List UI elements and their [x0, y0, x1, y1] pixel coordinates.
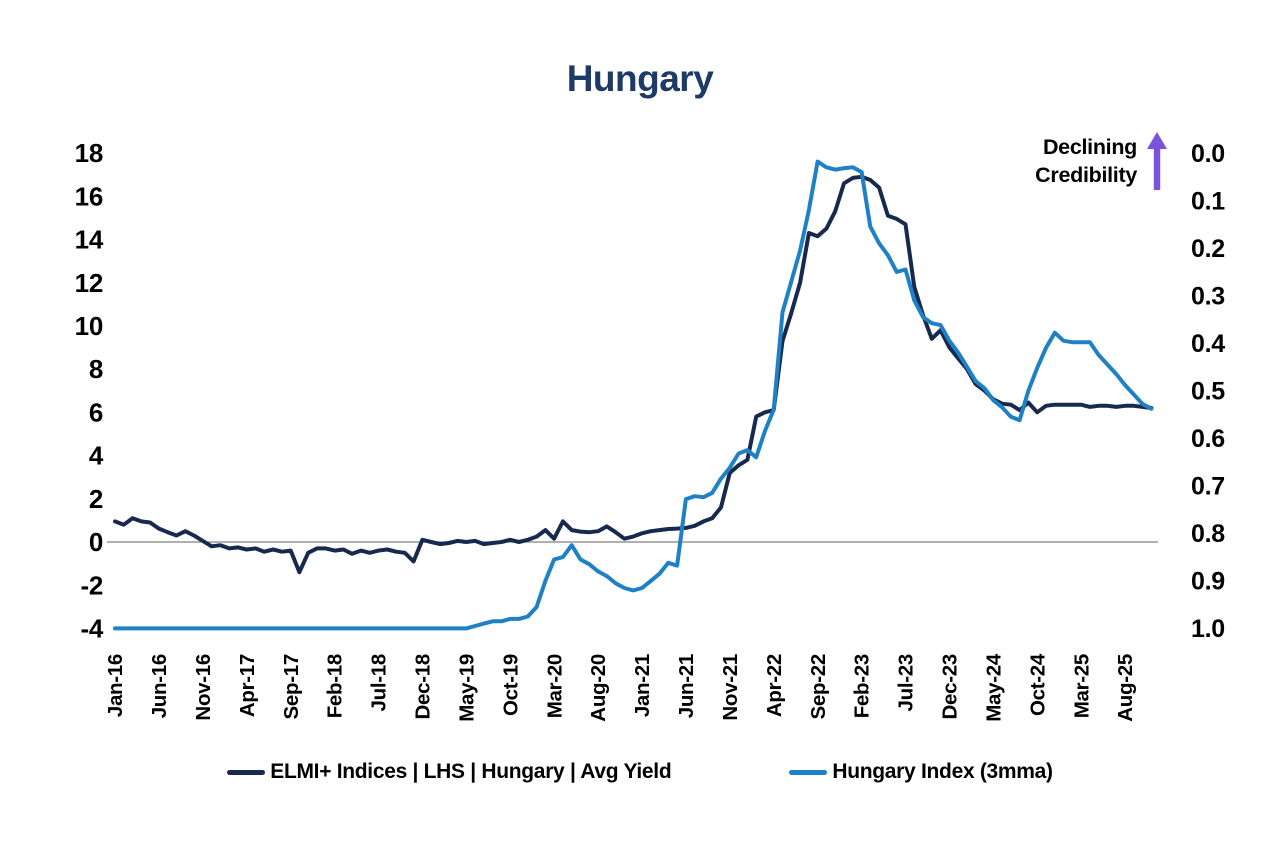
y-axis-tick-left: 10 — [75, 311, 103, 341]
x-axis-tick: Dec-23 — [939, 654, 962, 719]
y-axis-tick-left: 16 — [75, 181, 103, 211]
y-axis-tick-left: -2 — [80, 570, 103, 600]
y-axis-tick-right: 0.4 — [1191, 330, 1225, 358]
chart-legend: ELMI+ Indices | LHS | Hungary | Avg Yiel… — [0, 760, 1280, 784]
y-axis-tick-left: 8 — [89, 354, 103, 384]
series-line-hungary-index — [113, 159, 1154, 631]
x-axis-tick: Aug-20 — [587, 654, 610, 722]
x-axis-tick: Jun-16 — [148, 654, 171, 718]
x-axis-tick: Oct-19 — [499, 654, 522, 716]
x-axis-tick: Sep-22 — [807, 654, 830, 719]
x-axis-tick: Jan-16 — [104, 654, 127, 717]
x-axis-tick: Jun-21 — [675, 654, 698, 718]
x-axis-tick: Apr-17 — [236, 654, 259, 717]
y-axis-tick-right: 0.0 — [1191, 140, 1225, 168]
legend-item-hungary-index: Hungary Index (3mma) — [789, 760, 1053, 784]
y-axis-tick-left: 12 — [75, 268, 103, 298]
x-axis-tick: Oct-24 — [1026, 653, 1049, 716]
x-axis-tick: Feb-23 — [851, 654, 874, 718]
y-axis-tick-left: 4 — [89, 441, 104, 471]
x-axis-tick: Mar-25 — [1070, 654, 1093, 718]
y-axis-tick-right: 0.9 — [1191, 568, 1225, 596]
x-axis-tick: Apr-22 — [763, 654, 786, 717]
x-axis-tick: Nov-16 — [192, 654, 215, 721]
legend-swatch-blue — [789, 769, 828, 775]
x-axis-tick: Nov-21 — [719, 654, 742, 721]
legend-item-elmi: ELMI+ Indices | LHS | Hungary | Avg Yiel… — [227, 760, 672, 784]
y-axis-tick-left: 6 — [89, 397, 103, 427]
y-axis-tick-left: 2 — [89, 484, 103, 514]
x-axis-tick: Mar-20 — [543, 654, 566, 718]
y-axis-tick-right: 0.1 — [1191, 187, 1225, 215]
y-axis-tick-left: -4 — [80, 614, 103, 644]
y-axis-tick-right: 0.7 — [1191, 473, 1225, 501]
x-axis-tick: Jul-23 — [895, 654, 918, 711]
legend-label-elmi: ELMI+ Indices | LHS | Hungary | Avg Yiel… — [270, 760, 672, 783]
annotation-line2: Credibility — [1035, 163, 1137, 187]
declining-credibility-annotation: Declining Credibility — [1035, 132, 1168, 190]
x-axis-tick: Aug-25 — [1114, 654, 1137, 722]
legend-swatch-navy — [227, 769, 266, 775]
y-axis-tick-left: 18 — [75, 138, 103, 168]
legend-label-hungary-index: Hungary Index (3mma) — [832, 760, 1053, 783]
x-axis-tick: May-19 — [455, 654, 478, 722]
up-arrow-icon — [1146, 132, 1168, 190]
page-title: Hungary — [566, 58, 714, 99]
y-axis-tick-right: 0.2 — [1191, 235, 1225, 263]
y-axis-tick-right: 1.0 — [1191, 615, 1225, 643]
y-axis-tick-right: 0.3 — [1191, 282, 1225, 310]
x-axis-tick: May-24 — [982, 653, 1005, 722]
y-axis-tick-right: 0.5 — [1191, 377, 1225, 405]
y-axis-tick-left: 0 — [89, 527, 103, 557]
y-axis-tick-right: 0.6 — [1191, 425, 1225, 453]
x-axis-tick: Jul-18 — [368, 654, 391, 711]
series-line-elmi-avg-yield — [113, 174, 1154, 575]
x-axis-tick: Sep-17 — [280, 654, 303, 719]
y-axis-tick-right: 0.8 — [1191, 520, 1225, 548]
x-axis-tick: Feb-18 — [324, 654, 347, 718]
x-axis-tick: Jan-21 — [631, 654, 654, 717]
x-axis-tick: Dec-18 — [412, 654, 435, 719]
annotation-line1: Declining — [1042, 135, 1137, 159]
y-axis-tick-left: 14 — [75, 225, 104, 255]
declining-credibility-label: Declining Credibility — [1035, 133, 1137, 189]
